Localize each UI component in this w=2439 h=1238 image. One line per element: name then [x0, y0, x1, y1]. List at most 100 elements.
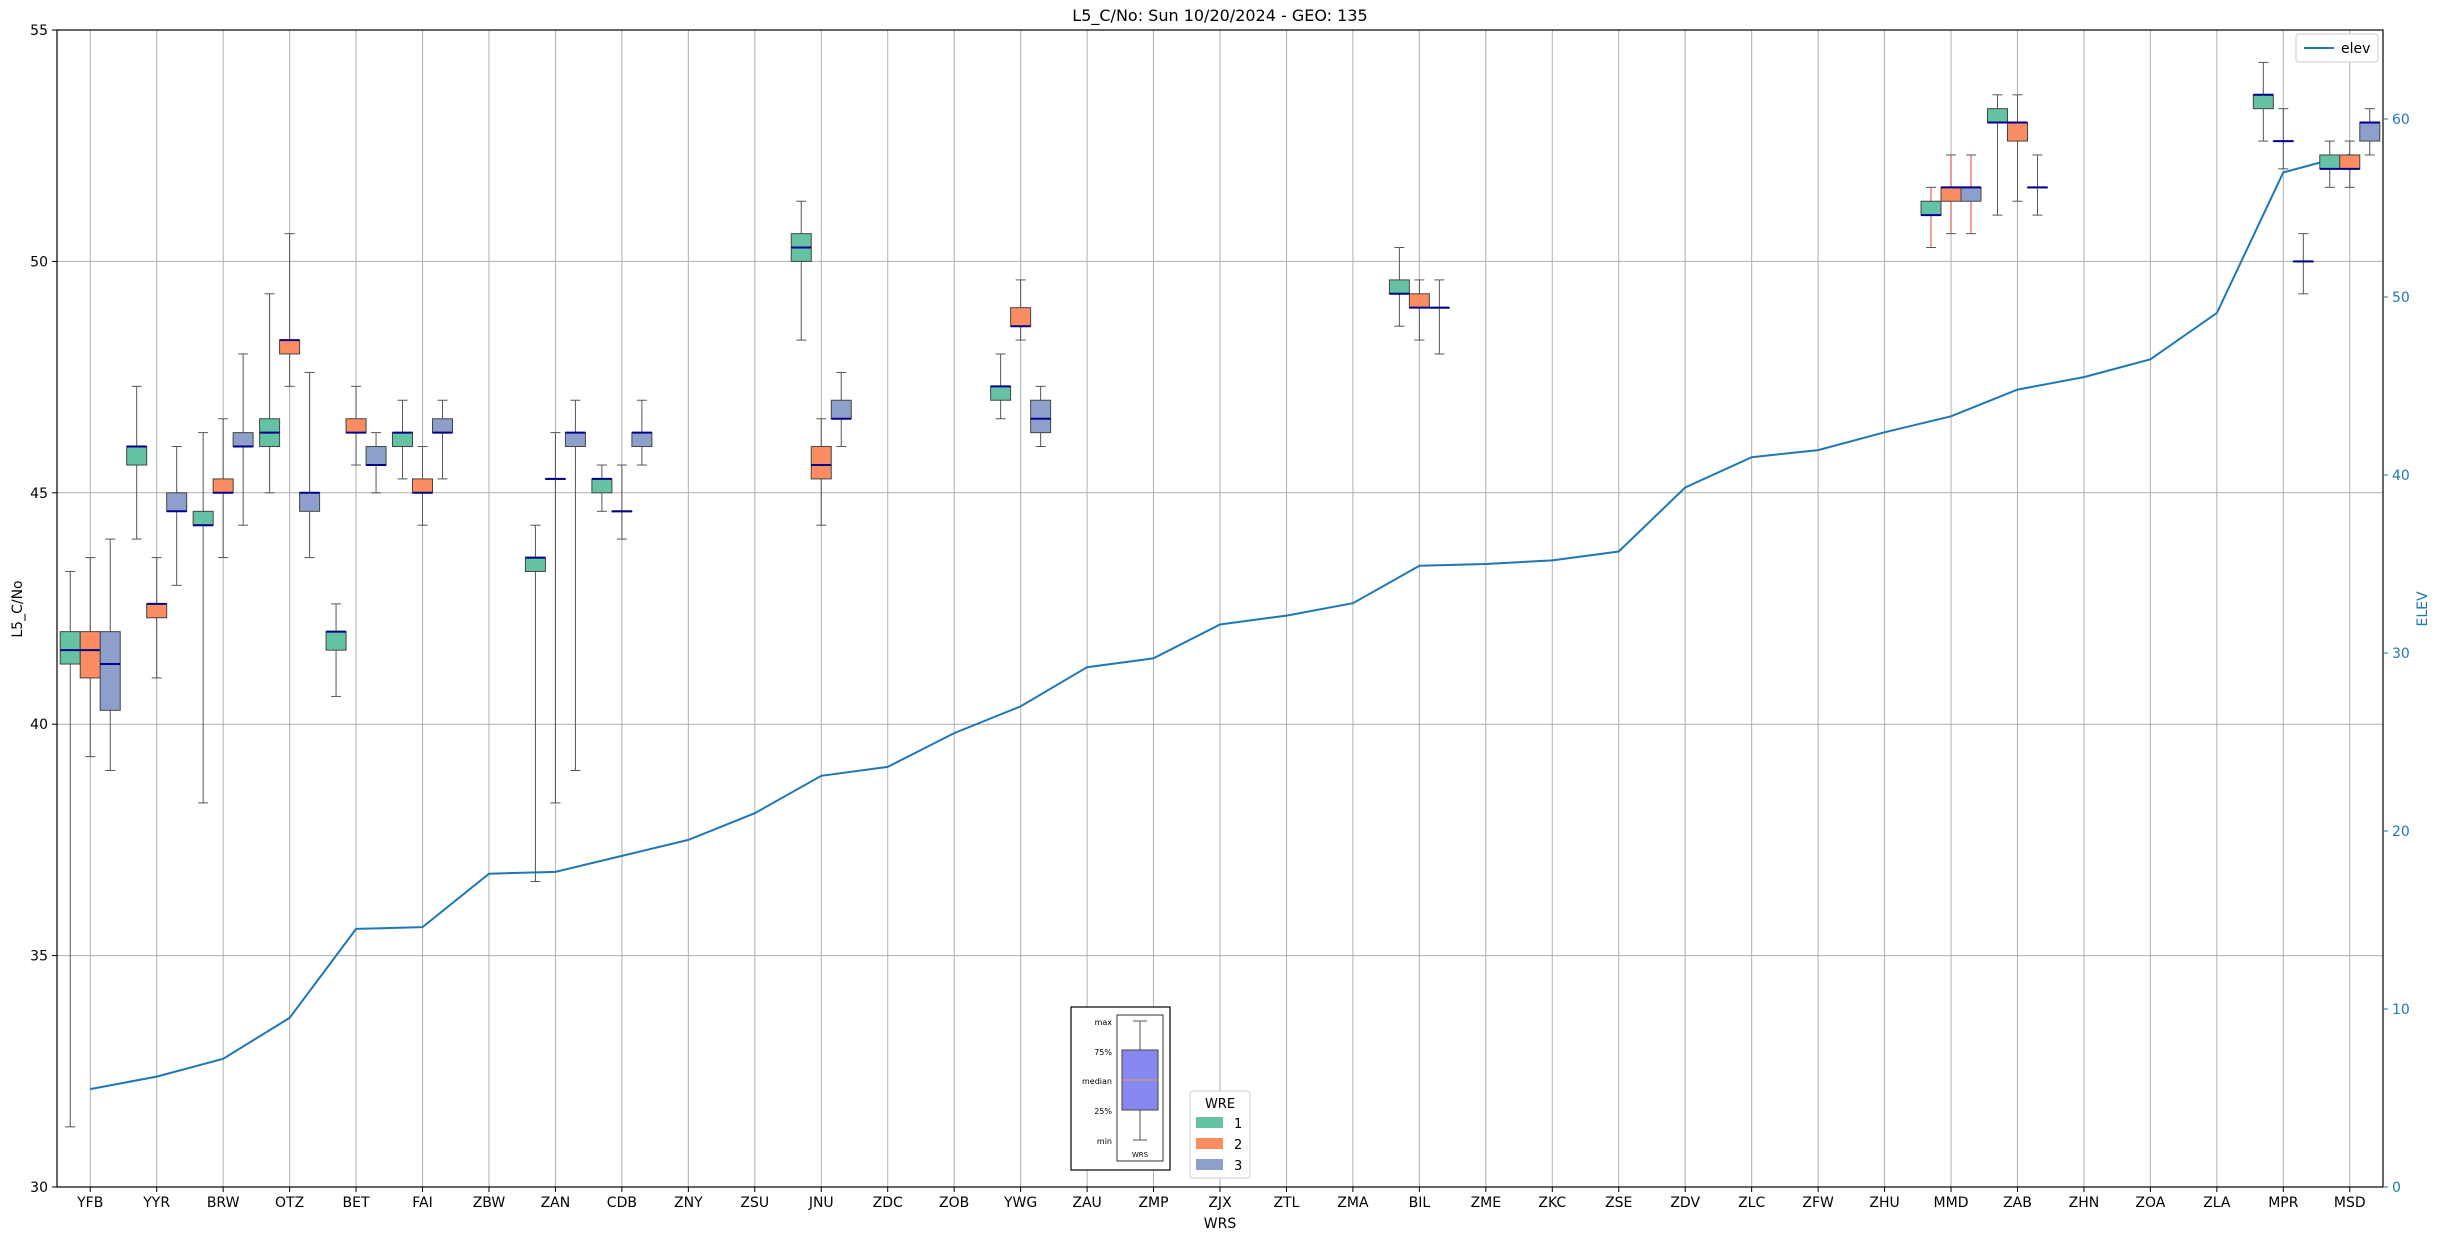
box-body — [990, 385, 1012, 401]
box-MSD-wre1 — [2319, 140, 2341, 188]
box-ZAB-wre1 — [1986, 94, 2008, 216]
box-body — [2006, 122, 2028, 142]
x-tick-label: ZDV — [1670, 1195, 1700, 1211]
x-tick-label: ZMA — [1337, 1195, 1369, 1211]
line-legend-label: elev — [2341, 41, 2370, 57]
box-MPR-wre2 — [2272, 108, 2294, 170]
wre-legend-title: WRE — [1205, 1097, 1235, 1112]
box-CDB-wre2 — [611, 464, 633, 540]
line-legend-frame — [2295, 33, 2379, 63]
elev-line — [90, 153, 2351, 1091]
x-tick-label: ZLA — [2203, 1195, 2231, 1211]
box-YFB-wre3 — [99, 538, 121, 771]
x-tick-label: ZNY — [674, 1195, 703, 1211]
x-tick-label: YWG — [1003, 1195, 1037, 1211]
x-tick-label: MSD — [2334, 1195, 2366, 1211]
box-ZAN-wre1 — [524, 524, 546, 883]
y2-tick-label: 10 — [2392, 1002, 2410, 1018]
key-label-max: max — [1095, 1018, 1113, 1027]
box-body — [146, 603, 168, 619]
box-MMD-wre1 — [1920, 186, 1942, 249]
key-inset: max 75% median 25% min WRS — [1070, 1006, 1171, 1171]
x-tick-label: BET — [343, 1195, 370, 1211]
x-tick-label: ZHU — [1869, 1195, 1899, 1211]
box-body — [192, 510, 214, 526]
box-series — [59, 61, 2381, 1128]
box-body — [2359, 122, 2381, 142]
y-tick-label: 45 — [30, 486, 48, 502]
y-tick-label: 40 — [30, 717, 48, 733]
y2-tick-label: 0 — [2392, 1180, 2401, 1196]
box-body — [810, 446, 832, 480]
box-body — [1408, 293, 1430, 309]
x-tick-label: ZHN — [2069, 1195, 2100, 1211]
x-tick-label: ZKC — [1538, 1195, 1566, 1211]
line-legend: elev — [2295, 33, 2379, 63]
box-body — [365, 446, 387, 466]
box-YWG-wre3 — [1030, 385, 1052, 448]
y-tick-label: 30 — [30, 1180, 48, 1196]
x-tick-label: ZJX — [1208, 1195, 1232, 1211]
x-tick-label: JNU — [808, 1195, 834, 1211]
y2-tick-label: 50 — [2392, 290, 2410, 306]
x-tick-label: ZDC — [873, 1195, 903, 1211]
box-BRW-wre2 — [212, 418, 234, 559]
x-tick-label: CDB — [607, 1195, 637, 1211]
box-body — [432, 418, 454, 434]
y2-axis-label: ELEV — [2415, 591, 2431, 626]
box-body — [412, 478, 434, 494]
box-body — [1010, 307, 1032, 327]
box-body — [524, 557, 546, 572]
box-YYR-wre2 — [146, 557, 168, 679]
box-MSD-wre2 — [2339, 140, 2361, 188]
x-tick-label: ZMP — [1138, 1195, 1168, 1211]
box-body — [59, 631, 81, 665]
box-body — [279, 339, 301, 355]
wre-legend-swatch-2 — [1196, 1138, 1223, 1149]
box-MMD-wre3 — [1960, 154, 1982, 235]
key-label-min: min — [1097, 1137, 1112, 1146]
x-axis-label: WRS — [1204, 1216, 1237, 1232]
y-tick-label: 35 — [30, 949, 48, 965]
x-tick-label: OTZ — [275, 1195, 304, 1211]
box-YFB-wre2 — [79, 557, 101, 758]
box-JNU-wre3 — [830, 371, 852, 448]
box-YYR-wre1 — [126, 385, 148, 540]
wre-legend-label-2: 2 — [1234, 1138, 1242, 1153]
box-body — [2319, 154, 2341, 170]
chart-title: L5_C/No: Sun 10/20/2024 - GEO: 135 — [1072, 6, 1367, 26]
wre-legend-swatch-3 — [1196, 1159, 1223, 1170]
box-BIL-wre3 — [1428, 279, 1450, 355]
box-body — [2252, 94, 2274, 110]
x-tick-label: BIL — [1409, 1195, 1431, 1211]
x-tick-label: YYR — [142, 1195, 170, 1211]
x-tick-label: ZAN — [541, 1195, 571, 1211]
box-JNU-wre1 — [790, 200, 812, 341]
box-body — [2339, 154, 2361, 170]
x-tick-label: ZAU — [1072, 1195, 1101, 1211]
box-OTZ-wre3 — [299, 371, 321, 559]
x-tick-label: ZME — [1471, 1195, 1502, 1211]
y2-tick-label: 40 — [2392, 468, 2410, 484]
box-body — [325, 631, 347, 651]
box-BET-wre2 — [345, 385, 367, 466]
box-BIL-wre1 — [1388, 247, 1410, 327]
box-CDB-wre3 — [631, 399, 653, 466]
box-OTZ-wre2 — [279, 233, 301, 387]
box-body — [1388, 279, 1410, 295]
box-MPR-wre1 — [2252, 61, 2274, 142]
box-MPR-wre3 — [2292, 233, 2314, 295]
box-body — [79, 631, 101, 679]
box-YWG-wre2 — [1010, 279, 1032, 341]
box-ZAB-wre2 — [2006, 94, 2028, 202]
x-tick-label: MPR — [2268, 1195, 2299, 1211]
box-OTZ-wre1 — [259, 293, 281, 494]
key-inset-xlabel: WRS — [1132, 1151, 1149, 1159]
box-YWG-wre1 — [990, 353, 1012, 420]
x-tick-label: BRW — [207, 1195, 240, 1211]
box-body — [299, 492, 321, 512]
box-body — [345, 418, 367, 434]
x-tick-label: ZAB — [2003, 1195, 2032, 1211]
key-label-75: 75% — [1094, 1048, 1112, 1057]
